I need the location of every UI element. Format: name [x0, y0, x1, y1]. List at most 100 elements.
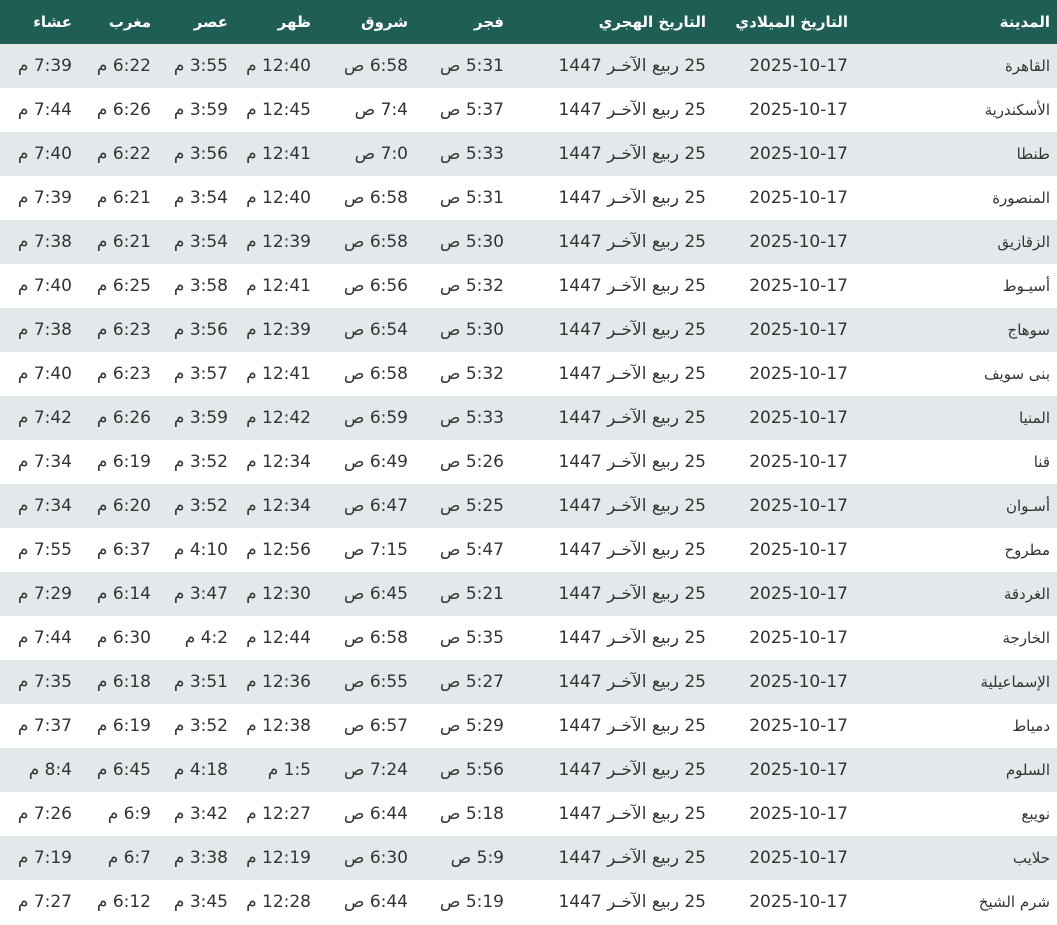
cell-dhuhr: 12:40 م — [246, 56, 311, 76]
cell-gregorian-date: 2025-10-17 — [749, 540, 848, 560]
cell-dhuhr: 12:27 م — [246, 804, 311, 824]
cell-asr: 3:56 م — [173, 144, 228, 164]
cell-hijri-date: 25 ربيع الآخـر 1447 — [558, 408, 706, 428]
table-row: الغردقة 2025-10-17 25 ربيع الآخـر 1447 5:21… — [0, 572, 1057, 616]
cell-sunrise: 6:57 ص — [343, 716, 408, 736]
cell-isha: 7:29 م — [17, 584, 72, 604]
cell-sunrise: 7:0 ص — [354, 144, 408, 164]
cell-dhuhr: 12:56 م — [246, 540, 311, 560]
cell-dhuhr: 12:41 م — [246, 144, 311, 164]
header-asr: عصر — [193, 13, 228, 31]
cell-sunrise: 6:59 ص — [343, 408, 408, 428]
cell-asr: 4:2 م — [184, 628, 228, 648]
cell-maghrib: 6:30 م — [96, 628, 151, 648]
cell-gregorian-date: 2025-10-17 — [749, 56, 848, 76]
table-row: دمياط 2025-10-17 25 ربيع الآخـر 1447 5:29 ص… — [0, 704, 1057, 748]
cell-dhuhr: 12:41 م — [246, 364, 311, 384]
cell-gregorian-date: 2025-10-17 — [749, 584, 848, 604]
table-row: حلايب 2025-10-17 25 ربيع الآخـر 1447 5:9 ص 6… — [0, 836, 1057, 880]
cell-dhuhr: 12:39 م — [246, 320, 311, 340]
cell-fajr: 5:18 ص — [439, 804, 504, 824]
cell-maghrib: 6:21 م — [96, 232, 151, 252]
table-row: قنا 2025-10-17 25 ربيع الآخـر 1447 5:26 ص 6:… — [0, 440, 1057, 484]
header-hijri-date: التاريخ الهجري — [598, 13, 706, 31]
cell-asr: 3:52 م — [173, 452, 228, 472]
cell-sunrise: 6:55 ص — [343, 672, 408, 692]
cell-gregorian-date: 2025-10-17 — [749, 408, 848, 428]
cell-isha: 7:37 م — [17, 716, 72, 736]
cell-sunrise: 6:58 ص — [343, 56, 408, 76]
cell-sunrise: 6:30 ص — [343, 848, 408, 868]
table-row: أسـوان 2025-10-17 25 ربيع الآخـر 1447 5:25 … — [0, 484, 1057, 528]
cell-asr: 3:52 م — [173, 716, 228, 736]
cell-dhuhr: 12:36 م — [246, 672, 311, 692]
cell-gregorian-date: 2025-10-17 — [749, 672, 848, 692]
cell-sunrise: 6:45 ص — [343, 584, 408, 604]
cell-fajr: 5:19 ص — [439, 892, 504, 912]
cell-city: حلايب — [1012, 849, 1050, 867]
cell-fajr: 5:30 ص — [439, 320, 504, 340]
cell-city: مطروح — [1004, 541, 1050, 559]
cell-fajr: 5:35 ص — [439, 628, 504, 648]
cell-maghrib: 6:22 م — [96, 144, 151, 164]
cell-hijri-date: 25 ربيع الآخـر 1447 — [558, 672, 706, 692]
cell-isha: 7:40 م — [17, 364, 72, 384]
cell-asr: 3:47 م — [173, 584, 228, 604]
table-row: الخارجة 2025-10-17 25 ربيع الآخـر 1447 5:35… — [0, 616, 1057, 660]
cell-dhuhr: 12:39 م — [246, 232, 311, 252]
cell-gregorian-date: 2025-10-17 — [749, 804, 848, 824]
cell-city: الإسماعيلية — [980, 673, 1050, 691]
cell-fajr: 5:26 ص — [439, 452, 504, 472]
cell-gregorian-date: 2025-10-17 — [749, 496, 848, 516]
cell-dhuhr: 12:19 م — [246, 848, 311, 868]
cell-maghrib: 6:20 م — [96, 496, 151, 516]
cell-maghrib: 6:26 م — [96, 408, 151, 428]
cell-gregorian-date: 2025-10-17 — [749, 892, 848, 912]
cell-dhuhr: 12:44 م — [246, 628, 311, 648]
cell-fajr: 5:37 ص — [439, 100, 504, 120]
cell-hijri-date: 25 ربيع الآخـر 1447 — [558, 892, 706, 912]
cell-asr: 3:52 م — [173, 496, 228, 516]
cell-hijri-date: 25 ربيع الآخـر 1447 — [558, 804, 706, 824]
cell-asr: 3:54 م — [173, 232, 228, 252]
cell-maghrib: 6:45 م — [96, 760, 151, 780]
cell-dhuhr: 12:45 م — [246, 100, 311, 120]
cell-maghrib: 6:23 م — [96, 364, 151, 384]
cell-dhuhr: 12:30 م — [246, 584, 311, 604]
cell-fajr: 5:21 ص — [439, 584, 504, 604]
cell-maghrib: 6:26 م — [96, 100, 151, 120]
table-header-row: المدينة التاريخ الميلادي التاريخ الهجري … — [0, 0, 1057, 44]
cell-isha: 8:4 م — [28, 760, 72, 780]
cell-isha: 7:38 م — [17, 320, 72, 340]
cell-asr: 4:10 م — [173, 540, 228, 560]
table-row: الزقازيق 2025-10-17 25 ربيع الآخـر 1447 5:3… — [0, 220, 1057, 264]
cell-asr: 3:56 م — [173, 320, 228, 340]
cell-fajr: 5:33 ص — [439, 408, 504, 428]
cell-hijri-date: 25 ربيع الآخـر 1447 — [558, 452, 706, 472]
cell-city: القاهرة — [1005, 57, 1050, 75]
cell-maghrib: 6:12 م — [96, 892, 151, 912]
cell-sunrise: 7:15 ص — [343, 540, 408, 560]
cell-fajr: 5:30 ص — [439, 232, 504, 252]
cell-sunrise: 6:54 ص — [343, 320, 408, 340]
cell-gregorian-date: 2025-10-17 — [749, 320, 848, 340]
cell-isha: 7:34 م — [17, 496, 72, 516]
header-dhuhr: ظهر — [277, 13, 311, 31]
cell-fajr: 5:9 ص — [450, 848, 504, 868]
cell-dhuhr: 12:41 م — [246, 276, 311, 296]
table-row: بنى سويف 2025-10-17 25 ربيع الآخـر 1447 5:3… — [0, 352, 1057, 396]
cell-city: الأسكندرية — [984, 101, 1050, 119]
table-row: السلوم 2025-10-17 25 ربيع الآخـر 1447 5:56 … — [0, 748, 1057, 792]
header-gregorian-date: التاريخ الميلادي — [735, 13, 848, 31]
cell-dhuhr: 12:34 م — [246, 496, 311, 516]
cell-city: الزقازيق — [997, 233, 1050, 251]
cell-hijri-date: 25 ربيع الآخـر 1447 — [558, 144, 706, 164]
cell-dhuhr: 1:5 م — [267, 760, 311, 780]
cell-isha: 7:19 م — [17, 848, 72, 868]
cell-isha: 7:26 م — [17, 804, 72, 824]
cell-fajr: 5:56 ص — [439, 760, 504, 780]
table-row: طنطا 2025-10-17 25 ربيع الآخـر 1447 5:33 ص 7… — [0, 132, 1057, 176]
cell-gregorian-date: 2025-10-17 — [749, 716, 848, 736]
cell-city: الخارجة — [1002, 629, 1050, 647]
cell-hijri-date: 25 ربيع الآخـر 1447 — [558, 628, 706, 648]
